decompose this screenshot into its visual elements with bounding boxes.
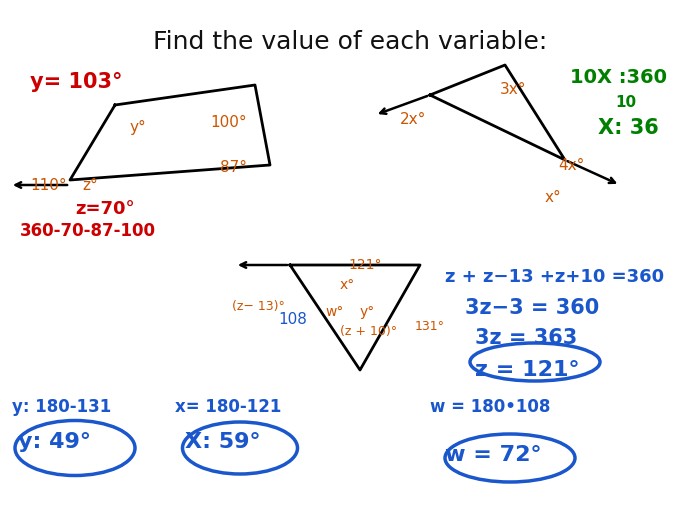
Text: y: 49°: y: 49° (18, 432, 91, 452)
Text: 110°: 110° (30, 178, 66, 193)
Text: X: 59°: X: 59° (185, 432, 260, 452)
Text: 10X :360: 10X :360 (570, 68, 667, 87)
Text: y°: y° (360, 305, 375, 319)
Text: X: 36: X: 36 (598, 118, 659, 138)
Text: 10: 10 (615, 95, 636, 110)
Text: z=70°: z=70° (75, 200, 134, 218)
Text: 100°: 100° (210, 115, 246, 130)
Text: 3x°: 3x° (500, 82, 526, 97)
Text: w°: w° (325, 305, 344, 319)
Text: Find the value of each variable:: Find the value of each variable: (153, 30, 547, 54)
Text: x= 180-121: x= 180-121 (175, 398, 281, 416)
Text: 360-70-87-100: 360-70-87-100 (20, 222, 156, 240)
Text: y°: y° (130, 120, 147, 135)
Text: y: 180-131: y: 180-131 (12, 398, 111, 416)
Text: 87°: 87° (220, 160, 247, 175)
Text: 131°: 131° (415, 320, 445, 333)
Text: (z + 10)°: (z + 10)° (340, 325, 397, 338)
Text: 121°: 121° (348, 258, 382, 272)
Text: 2x°: 2x° (400, 112, 426, 127)
Text: 108: 108 (278, 312, 307, 327)
Text: 3z = 363: 3z = 363 (475, 328, 578, 348)
Text: z°: z° (82, 178, 98, 193)
Text: 4x°: 4x° (558, 158, 584, 173)
Text: y= 103°: y= 103° (30, 72, 122, 92)
Text: z = 121°: z = 121° (475, 360, 580, 380)
Text: z + z−13 +z+10 =360: z + z−13 +z+10 =360 (445, 268, 664, 286)
Text: w = 72°: w = 72° (445, 445, 542, 465)
Text: (z− 13)°: (z− 13)° (232, 300, 285, 313)
Text: w = 180•108: w = 180•108 (430, 398, 550, 416)
Text: x°: x° (340, 278, 355, 292)
Text: 3z−3 = 360: 3z−3 = 360 (465, 298, 599, 318)
Text: x°: x° (545, 190, 561, 205)
